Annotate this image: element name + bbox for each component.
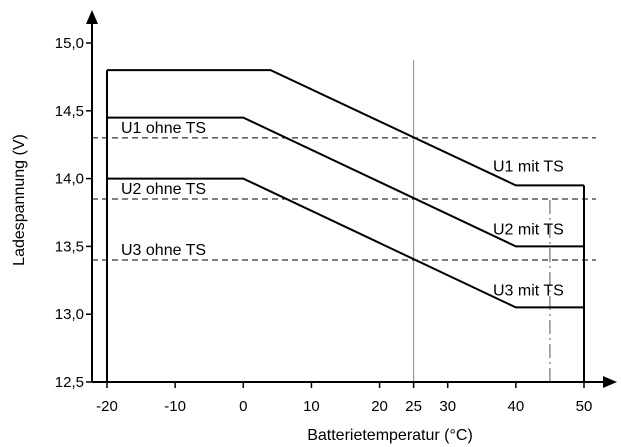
y-tick-label: 12,5 bbox=[55, 374, 84, 391]
tick-labels: 12,5 13,0 13,5 14,0 14,5 15,0 -20 -10 0 10 20 25 30 4… bbox=[55, 35, 593, 415]
series-label-1: U1 mit TS bbox=[493, 158, 564, 175]
x-tick-label: 40 bbox=[508, 398, 525, 415]
y-tick-label: 15,0 bbox=[55, 35, 84, 52]
y-axis-arrow bbox=[86, 10, 98, 24]
series-label-2: U2 mit TS bbox=[493, 221, 564, 238]
axes bbox=[86, 10, 617, 388]
reference-label-2: U2 ohne TS bbox=[121, 181, 206, 198]
x-tick-label: 0 bbox=[239, 398, 247, 415]
reference-lines bbox=[92, 137, 596, 261]
series-line-3 bbox=[107, 177, 584, 309]
y-tick-label: 13,0 bbox=[55, 306, 84, 323]
x-tick-label: 10 bbox=[303, 398, 320, 415]
y-axis-title: Ladespannung (V) bbox=[11, 134, 28, 266]
series-lines bbox=[106, 69, 585, 382]
x-tick-label: 50 bbox=[576, 398, 593, 415]
y-tick-label: 14,0 bbox=[55, 171, 84, 188]
x-axis-title: Batterietemperatur (°C) bbox=[307, 427, 473, 444]
series-line-2 bbox=[107, 116, 584, 248]
y-tick-label: 14,5 bbox=[55, 103, 84, 120]
x-tick-label: 30 bbox=[439, 398, 456, 415]
reference-label-1: U1 ohne TS bbox=[121, 120, 206, 137]
series-labels: U1 ohne TS U2 ohne TS U3 ohne TS U1 mit TS U… bbox=[121, 120, 564, 300]
x-tick-label: -20 bbox=[96, 398, 118, 415]
series-label-3: U3 mit TS bbox=[493, 282, 564, 299]
x-tick-label: 20 bbox=[371, 398, 388, 415]
reference-label-3: U3 ohne TS bbox=[121, 242, 206, 259]
chart-markers bbox=[413, 60, 551, 382]
x-tick-label: 25 bbox=[405, 398, 422, 415]
series-line-1 bbox=[107, 69, 584, 187]
x-tick-label: -10 bbox=[164, 398, 186, 415]
y-tick-label: 13,5 bbox=[55, 238, 84, 255]
x-axis-arrow bbox=[603, 376, 617, 388]
